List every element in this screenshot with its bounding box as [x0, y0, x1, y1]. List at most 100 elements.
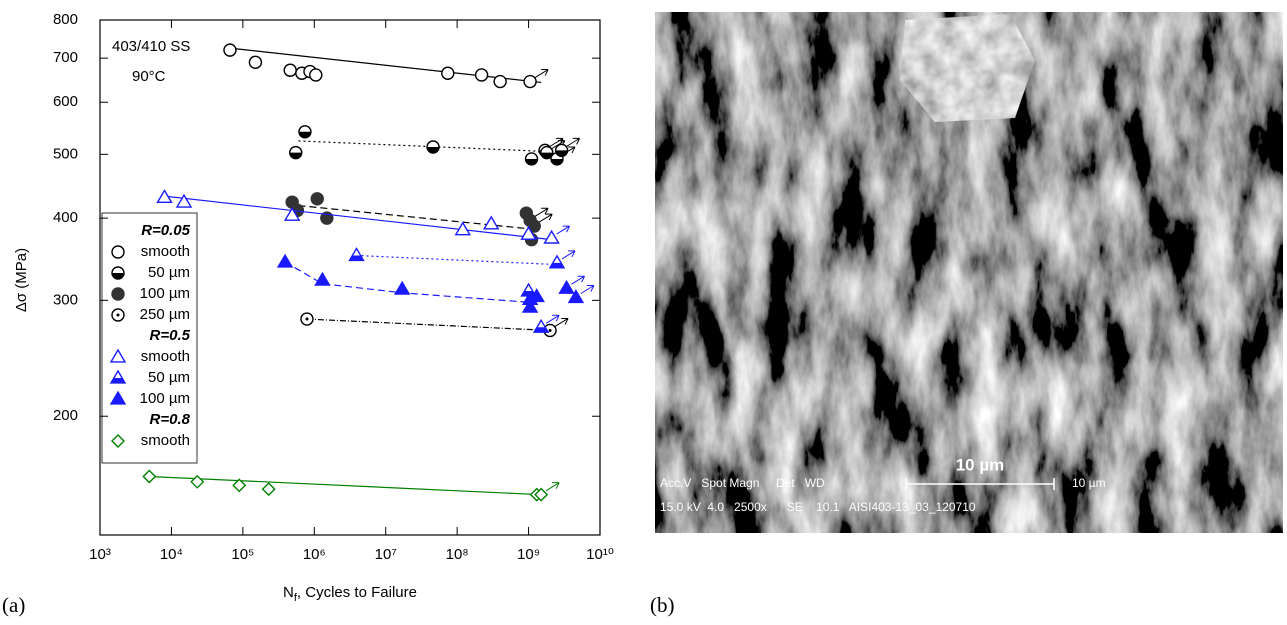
data-point [314, 271, 331, 286]
data-point [298, 125, 312, 139]
runout-arrow [545, 482, 560, 492]
marker-shape [261, 482, 276, 497]
marker-shape [109, 390, 127, 405]
marker-fill [298, 131, 311, 138]
marker-shape [142, 469, 157, 484]
x-tick-label: 10¹⁰ [586, 546, 614, 563]
data-point [289, 145, 303, 160]
x-tick-label: 10⁵ [231, 546, 254, 563]
data-point [348, 247, 365, 262]
data-point [532, 314, 560, 333]
runout-arrow [534, 69, 549, 78]
marker-shape [528, 288, 545, 303]
runout-arrow [556, 225, 571, 235]
fit-line [298, 204, 532, 230]
x-tick-label: 10⁹ [517, 546, 540, 563]
runout-arrow [571, 275, 585, 285]
legend-entry: 100 µm [109, 390, 190, 407]
sem-info: 15.0 kV 4.0 2500x SE 10.1 AISI403-13_03_… [660, 500, 976, 514]
marker-shape [283, 63, 297, 77]
data-point [493, 74, 507, 89]
x-tick-label: 10⁴ [160, 546, 183, 563]
data-point [283, 63, 297, 77]
marker-fill [111, 378, 125, 383]
marker-shape [441, 66, 455, 80]
marker-fill [112, 273, 124, 279]
legend-entry: smooth [111, 243, 190, 260]
data-point [528, 288, 545, 303]
data-point [300, 312, 314, 326]
marker-shape [276, 253, 294, 268]
runout-arrow [566, 137, 581, 147]
annotation: 90°C [132, 68, 166, 85]
marker-shape [111, 245, 125, 259]
data-point [543, 225, 571, 244]
marker-shape [156, 189, 173, 204]
marker-shape [523, 74, 537, 89]
y-tick-label: 700 [53, 49, 78, 66]
marker-shape [111, 434, 125, 448]
legend-label: smooth [141, 243, 190, 260]
marker-fill [549, 262, 564, 268]
scale-label-small: 10 µm [1072, 476, 1106, 490]
x-tick-label: 10³ [89, 546, 111, 563]
data-point [309, 68, 323, 82]
marker-fill [427, 147, 440, 154]
sem-particle [900, 14, 1035, 122]
marker-fill [534, 327, 549, 333]
legend-entry: 100 µm [111, 285, 190, 302]
legend-entry: 50 µm [111, 264, 190, 281]
runout-arrow [534, 207, 549, 217]
data-point [554, 137, 581, 158]
fit-line [298, 140, 547, 153]
chart: 403/410 SS 90°C Δσ (MPa) Nf, Cycles to F… [2, 11, 614, 617]
legend-group-title: R=0.05 [141, 222, 190, 239]
data-point [567, 285, 595, 304]
marker-fill [540, 152, 553, 159]
marker-shape [482, 215, 500, 230]
runout-arrow [538, 213, 553, 223]
marker-shape [111, 287, 125, 301]
marker-shape [534, 487, 549, 502]
data-point [156, 189, 173, 204]
marker-shape [521, 298, 539, 313]
legend-group-title: R=0.5 [150, 327, 191, 344]
data-point [558, 275, 585, 294]
marker-shape [190, 474, 205, 489]
legend-entry: smooth [109, 348, 190, 365]
data-point [142, 469, 157, 484]
runout-arrow [580, 285, 595, 294]
data-point [441, 66, 455, 80]
data-point [527, 213, 553, 233]
fit-line [284, 261, 529, 303]
marker-shape [232, 478, 247, 493]
y-tick-label: 500 [53, 145, 78, 162]
x-tick-label: 10⁷ [375, 546, 397, 563]
data-point [223, 43, 237, 57]
data-point [523, 69, 549, 89]
data-point [426, 140, 440, 154]
fit-line [229, 47, 542, 84]
legend-label: 50 µm [148, 264, 190, 281]
marker-shape [393, 280, 411, 295]
legend-group-title: R=0.8 [150, 411, 191, 428]
micrograph: Acc.V Spot Magn Det WD 15.0 kV 4.0 2500x… [650, 12, 1283, 617]
data-point [474, 68, 489, 82]
y-axis-label: Δσ (MPa) [13, 248, 30, 312]
y-tick-label: 300 [53, 291, 78, 308]
x-tick-label: 10⁶ [303, 546, 326, 563]
data-point [175, 193, 193, 208]
marker-shape [109, 348, 127, 363]
marker-shape [454, 221, 472, 236]
marker-fill [555, 150, 568, 157]
panel-label: (b) [650, 593, 675, 617]
data-point [283, 206, 301, 221]
runout-arrow [545, 314, 560, 324]
legend-label: 100 µm [140, 285, 190, 302]
marker-shape [567, 289, 585, 304]
data-point [521, 298, 539, 313]
fit-line [356, 254, 558, 266]
marker-fill [349, 255, 364, 261]
annotation: 403/410 SS [112, 38, 190, 55]
fit-line [306, 318, 551, 332]
